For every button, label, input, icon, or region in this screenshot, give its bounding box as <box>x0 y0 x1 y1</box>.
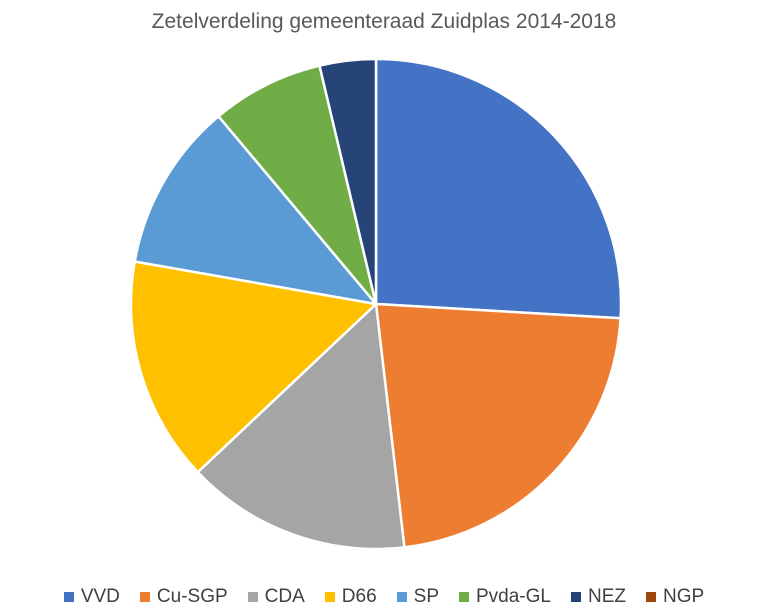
legend-item-nez: NEZ <box>570 586 626 608</box>
legend-swatch-cda <box>247 592 258 602</box>
legend-item-pvda-gl: Pvda-GL <box>459 586 551 608</box>
legend-label-ngp: NGP <box>662 586 705 607</box>
pie-chart <box>129 57 623 551</box>
legend-item-vvd: VVD <box>63 586 120 608</box>
legend-swatch-pvda-gl <box>459 592 469 602</box>
legend-label-nez: NEZ <box>587 586 626 607</box>
legend-item-sp: SP <box>396 586 439 608</box>
legend-label-cda: CDA <box>264 586 305 607</box>
pie-slice-pvda-gl <box>217 64 378 306</box>
pie-slice-vvd <box>374 57 623 320</box>
pie-slice-sp <box>133 115 378 306</box>
pie-slice-d66 <box>129 260 378 474</box>
pie-slice-nez <box>318 57 378 306</box>
pie-slice-cda <box>196 302 406 551</box>
legend-swatch-ngp <box>645 592 656 602</box>
chart-title: Zetelverdeling gemeenteraad Zuidplas 201… <box>151 10 617 33</box>
legend-label-pvda-gl: Pvda-GL <box>476 586 551 607</box>
legend-swatch-sp <box>396 592 407 602</box>
legend-swatch-vvd <box>63 592 74 602</box>
legend-item-cu-sgp: Cu-SGP <box>139 586 228 608</box>
legend-label-sp: SP <box>413 586 439 607</box>
legend-swatch-d66 <box>324 592 335 602</box>
legend-label-vvd: VVD <box>80 586 120 607</box>
legend-swatch-cu-sgp <box>139 592 150 602</box>
legend-swatch-nez <box>570 592 581 602</box>
legend-item-d66: D66 <box>324 586 377 608</box>
pie-slice-cu-sgp <box>374 302 622 549</box>
chart-legend: VVD Cu-SGP CDA D66 SP Pvda-GL NEZ NGP <box>0 586 768 608</box>
legend-item-ngp: NGP <box>645 586 705 608</box>
legend-label-d66: D66 <box>341 586 377 607</box>
legend-item-cda: CDA <box>247 586 305 608</box>
legend-label-cu-sgp: Cu-SGP <box>156 586 228 607</box>
